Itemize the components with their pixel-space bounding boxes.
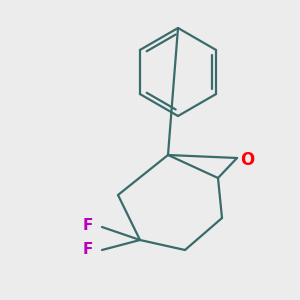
Text: F: F (83, 218, 93, 232)
Text: O: O (240, 151, 254, 169)
Text: F: F (83, 242, 93, 257)
